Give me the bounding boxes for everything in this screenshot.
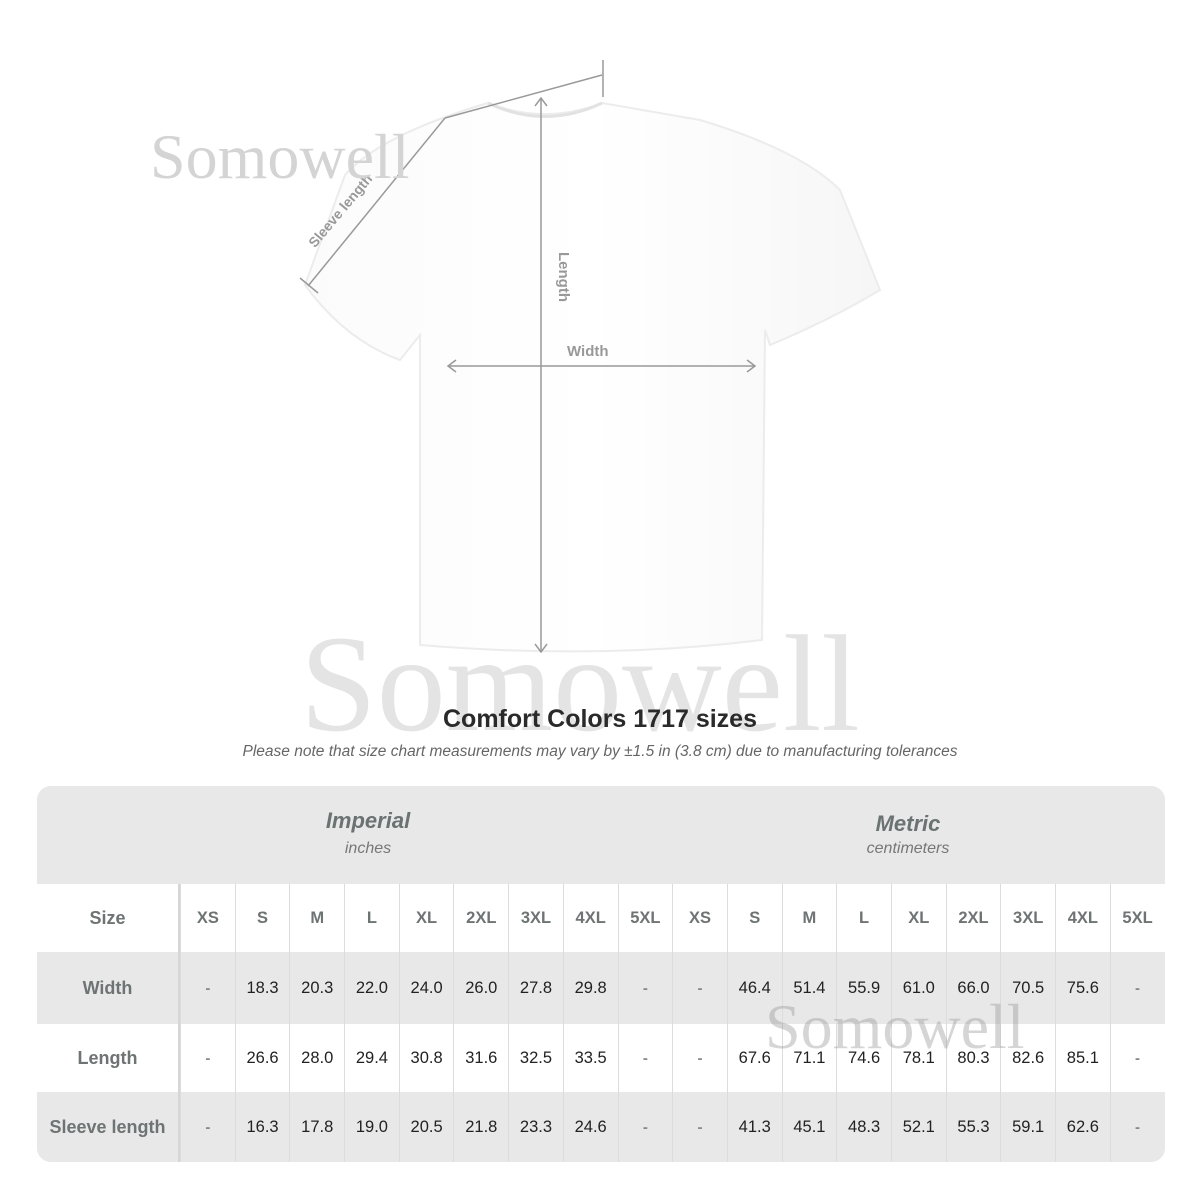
chart-title: Comfort Colors 1717 sizes [443,705,757,733]
table-header-row: Size XS S M L XL 2XL 3XL 4XL 5XL XS S M L XL 2XL 3XL 4XL 5… [37,884,1165,952]
metric-value-cell: 75.6 [1055,952,1110,1024]
imperial-value-cell: 27.8 [508,952,563,1024]
metric-value-cell: 51.4 [781,952,837,1024]
metric-value-cell: - [672,1092,727,1162]
metric-value-cell: 62.6 [1055,1092,1110,1162]
imperial-value-cell: 28.0 [289,1024,344,1092]
imperial-unit: inches [344,840,392,857]
tshirt-shape [303,101,882,653]
size-column-header: 5XL [1109,884,1165,952]
imperial-value-cell: 31.6 [453,1024,508,1092]
imperial-value-cell: 32.5 [508,1024,563,1092]
unit-header-band: Imperial inches Metric centimeters [37,786,1165,884]
table-row: Sleeve length -16.3 17.8 19.0 20.5 21.8 23.3 24… [37,1092,1165,1162]
watermark-logo-large: Somowell [300,607,860,760]
metric-value-cell: - [1109,952,1165,1024]
metric-unit: centimeters [866,840,950,857]
imperial-value-cell: 26.6 [234,1024,290,1092]
size-column-header: 2XL [453,884,508,952]
size-column-header: S [234,884,290,952]
metric-value-cell: 70.5 [1000,952,1055,1024]
metric-value-cell: 46.4 [726,952,782,1024]
metric-value-cell: 45.1 [781,1092,837,1162]
imperial-value-cell: 33.5 [562,1024,618,1092]
imperial-value-cell: 19.0 [344,1092,399,1162]
metric-value-cell: 55.3 [945,1092,1001,1162]
width-label: Width [567,343,609,360]
imperial-value-cell: 17.8 [289,1092,344,1162]
imperial-value-cell: 29.4 [344,1024,399,1092]
imperial-value-cell: - [617,1024,673,1092]
size-column-header: L [344,884,399,952]
size-column-header: L [836,884,891,952]
metric-value-cell: 55.9 [836,952,891,1024]
size-column-header: 3XL [508,884,563,952]
metric-value-cell: 66.0 [945,952,1001,1024]
imperial-value-cell: 29.8 [562,952,618,1024]
imperial-value-cell: 23.3 [508,1092,563,1162]
size-column-header: 2XL [945,884,1001,952]
metric-value-cell: 52.1 [890,1092,946,1162]
metric-value-cell: - [1109,1024,1165,1092]
metric-title: Metric [875,811,941,836]
metric-value-cell: 48.3 [836,1092,891,1162]
row-label: Width [37,952,180,1024]
size-column-header: XS [180,884,235,952]
metric-value-cell: 78.1 [890,1024,946,1092]
metric-value-cell: 59.1 [1000,1092,1055,1162]
imperial-value-cell: 18.3 [234,952,290,1024]
size-column-header: 3XL [1000,884,1055,952]
imperial-value-cell: 21.8 [453,1092,508,1162]
size-column-header: XL [398,884,454,952]
imperial-value-cell: 20.3 [289,952,344,1024]
metric-value-cell: - [1109,1092,1165,1162]
size-column-header: S [726,884,782,952]
metric-value-cell: 41.3 [726,1092,782,1162]
imperial-value-cell: - [180,952,235,1024]
imperial-value-cell: 30.8 [398,1024,454,1092]
imperial-value-cell: 26.0 [453,952,508,1024]
metric-value-cell: 61.0 [890,952,946,1024]
tolerance-note: Please note that size chart measurements… [242,743,958,760]
imperial-value-cell: - [617,952,673,1024]
imperial-title: Imperial [325,808,411,833]
length-label: Length [555,252,572,302]
watermark-logo-table: Somowell [765,991,1025,1062]
size-column-header: 4XL [1055,884,1110,952]
imperial-value-cell: 22.0 [344,952,399,1024]
metric-value-cell: 85.1 [1055,1024,1110,1092]
size-column-header: 5XL [617,884,673,952]
imperial-value-cell: - [617,1092,673,1162]
metric-value-cell: 82.6 [1000,1024,1055,1092]
size-column-header: M [289,884,344,952]
imperial-value-cell: 24.6 [562,1092,618,1162]
row-label: Sleeve length [37,1092,180,1162]
metric-value-cell: 80.3 [945,1024,1001,1092]
size-column-header: M [781,884,837,952]
row-label: Length [37,1024,180,1092]
table-row: Width -18.3 20.3 22.0 24.0 26.0 27.8 29.8- -46.4… [37,952,1165,1024]
metric-value-cell: - [672,952,727,1024]
watermark-logo: Somowell [150,121,410,192]
imperial-value-cell: 20.5 [398,1092,454,1162]
metric-value-cell: 71.1 [781,1024,837,1092]
imperial-value-cell: 16.3 [234,1092,290,1162]
measure-lines [299,60,757,654]
size-table: Imperial inches Metric centimeters Size X… [37,786,1165,1162]
size-column-header: XS [672,884,727,952]
size-header: Size [37,884,180,952]
size-column-header: 4XL [562,884,618,952]
metric-value-cell: 74.6 [836,1024,891,1092]
size-column-header: XL [890,884,946,952]
tshirt-diagram [299,60,882,654]
imperial-value-cell: - [180,1092,235,1162]
imperial-value-cell: - [180,1024,235,1092]
imperial-value-cell: 24.0 [398,952,454,1024]
table-row: Length -26.6 28.0 29.4 30.8 31.6 32.5 33.5- -67.… [37,1024,1165,1092]
metric-value-cell: - [672,1024,727,1092]
metric-value-cell: 67.6 [726,1024,782,1092]
